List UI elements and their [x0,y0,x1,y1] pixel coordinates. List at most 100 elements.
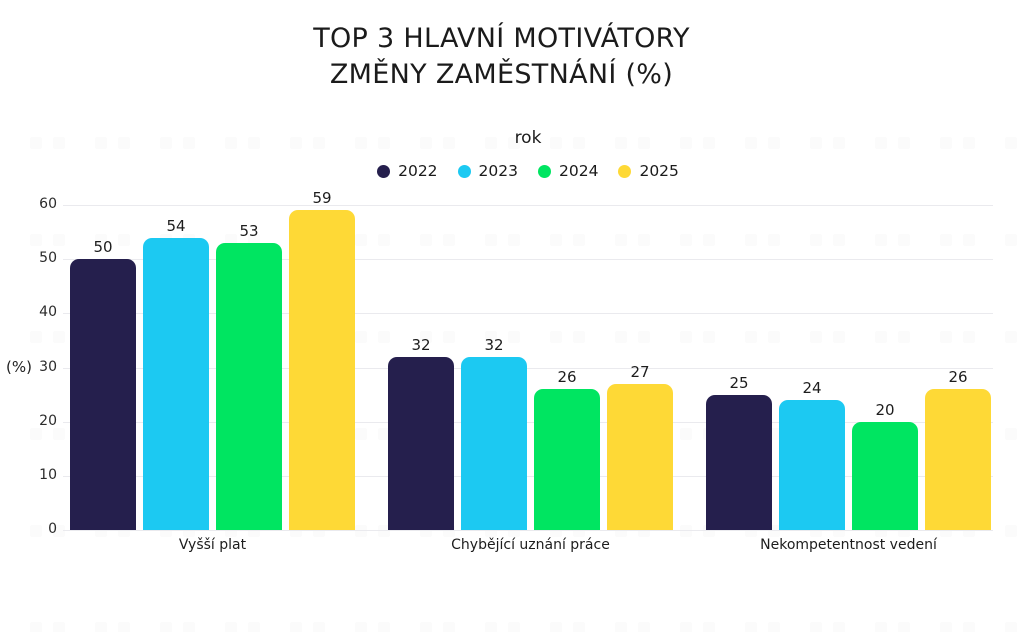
watermark-square [615,137,627,149]
watermark-square [875,622,887,632]
watermark-square [355,525,367,537]
watermark-square [703,137,715,149]
x-category-label-2: Chybějící uznání práce [451,537,610,553]
watermark-square [550,234,562,246]
chart-title-line-2: ZMĚNY ZAMĚSTNÁNÍ (%) [329,59,674,90]
watermark-square [118,137,130,149]
chart-title: TOP 3 HLAVNÍ MOTIVÁTORY ZMĚNY ZAMĚSTNÁNÍ… [0,21,1003,93]
watermark-square [160,137,172,149]
bar-value-label: 26 [948,368,968,387]
watermark-square [485,137,497,149]
watermark-square [95,137,107,149]
watermark-square [615,331,627,343]
watermark-square [768,137,780,149]
watermark-square [963,137,975,149]
watermark-square [680,428,692,440]
bar-2022-1 [70,259,136,530]
bar-2022-3 [706,394,772,530]
watermark-square [30,525,42,537]
gridline-10 [63,475,993,477]
bar-value-label: 24 [802,379,822,397]
watermark-square [550,137,562,149]
legend-marker-dot [538,164,551,178]
watermark-square [53,137,65,149]
y-tick-label-50: 50 [39,250,57,267]
watermark-square [248,137,260,149]
bar-2024-2 [534,389,600,530]
watermark-square [1005,622,1017,632]
watermark-square [1005,331,1017,343]
watermark-square [638,137,650,149]
watermark-square [573,137,585,149]
chart-title-line-1: TOP 3 HLAVNÍ MOTIVÁTORY [313,23,690,54]
watermark-square [160,622,172,632]
bar-value-label: 27 [630,362,650,381]
watermark-square [810,234,822,246]
legend-item-2023: 2023 [457,162,518,180]
watermark-square [95,234,107,246]
watermark-square [443,137,455,149]
watermark-square [875,331,887,343]
watermark-square [225,137,237,149]
watermark-square [940,137,952,149]
watermark-square [573,234,585,246]
watermark-square [638,234,650,246]
watermark-square [703,331,715,343]
watermark-square [963,234,975,246]
watermark-square [443,622,455,632]
watermark-square [810,331,822,343]
y-tick-label-40: 40 [39,304,57,321]
watermark-square [118,622,130,632]
watermark-square [485,234,497,246]
y-axis-label: (%) [6,358,32,376]
bar-2024-3 [852,421,918,530]
bar-value-label: 53 [239,221,259,240]
watermark-square [1005,428,1017,440]
bar-2023-3 [779,400,845,530]
watermark-square [680,234,692,246]
watermark-square [225,622,237,632]
watermark-square [378,428,390,440]
watermark-square [810,622,822,632]
watermark-square [30,331,42,343]
legend-item-label: 2023 [478,162,518,180]
watermark-square [963,331,975,343]
watermark-square [355,137,367,149]
watermark-square [875,137,887,149]
gridline-40 [63,313,993,315]
watermark-square [248,622,260,632]
watermark-square [118,234,130,246]
bar-2022-2 [388,356,454,530]
watermark-square [833,137,845,149]
watermark-square [680,331,692,343]
legend: 2022 2023 2024 2025 [63,162,993,180]
watermark-square [378,331,390,343]
bar-value-label: 50 [93,238,113,257]
gridline-60 [63,205,993,206]
y-tick-label-0: 0 [48,521,57,537]
gridline-0 [63,530,993,531]
watermark-square [573,331,585,343]
watermark-square [875,234,887,246]
gridline-20 [63,421,993,423]
watermark-square [573,622,585,632]
watermark-square [810,137,822,149]
bar-value-label: 32 [484,335,504,354]
watermark-square [508,234,520,246]
watermark-square [1005,525,1017,537]
watermark-square [833,331,845,343]
legend-item-label: 2025 [639,162,679,180]
legend-title: rok [514,128,542,148]
legend-item-label: 2022 [398,162,438,180]
gridline-50 [63,259,993,261]
legend-marker-dot [618,164,632,178]
y-tick-label-10: 10 [39,466,57,483]
watermark-square [768,234,780,246]
bar-2025-2 [607,383,673,530]
watermark-square [745,331,757,343]
watermark-square [53,331,65,343]
watermark-square [680,137,692,149]
watermark-square [680,525,692,537]
watermark-square [898,234,910,246]
